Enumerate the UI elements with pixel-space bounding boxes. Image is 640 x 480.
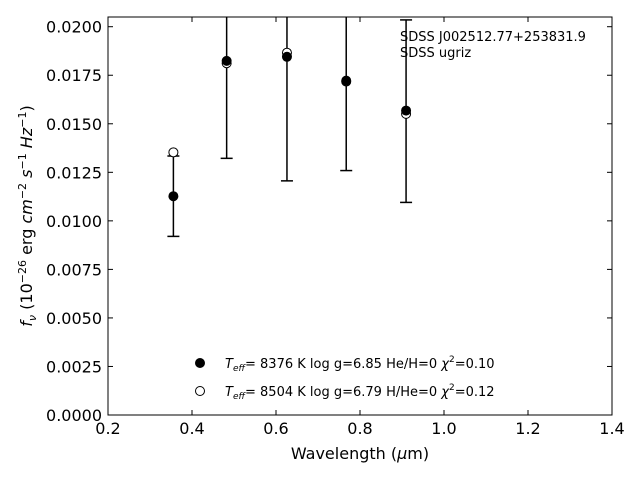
- y-tick-label: 0.0025: [46, 357, 102, 376]
- x-tick-label: 1.4: [599, 419, 624, 438]
- x-tick-label: 0.4: [179, 419, 204, 438]
- x-axis-label: Wavelength (μm): [291, 444, 429, 463]
- point-filled: [341, 75, 352, 86]
- legend-entry-2: Teff= 8504 K log g=6.79 H/He=0 χ2=0.12: [195, 383, 495, 402]
- point-filled: [221, 55, 232, 66]
- point-filled: [281, 51, 292, 62]
- y-axis-label: fν (10−26 erg cm−2 s−1 Hz−1): [16, 105, 39, 326]
- annotation-line-2: SDSS ugriz: [400, 46, 471, 61]
- legend-marker-open: [195, 386, 205, 396]
- legend: Teff= 8376 K log g=6.85 He/H=0 χ2=0.10 T…: [195, 355, 495, 402]
- y-tick-label: 0.0050: [46, 309, 102, 328]
- y-tick-label: 0.0000: [46, 406, 102, 425]
- x-tick-label: 0.8: [347, 419, 372, 438]
- annotation-line-1: SDSS J002512.77+253831.9: [400, 30, 586, 45]
- point-filled: [168, 191, 179, 202]
- legend-marker-filled: [195, 358, 205, 368]
- legend-label-1: Teff= 8376 K log g=6.85 He/H=0 χ2=0.10: [225, 355, 495, 374]
- legend-entry-1: Teff= 8376 K log g=6.85 He/H=0 χ2=0.10: [195, 355, 495, 374]
- x-tick-label: 1.0: [431, 419, 456, 438]
- y-tick-label: 0.0125: [46, 163, 102, 182]
- data-layer: [167, 17, 413, 238]
- y-tick-label: 0.0150: [46, 115, 102, 134]
- x-tick-label: 0.6: [263, 419, 288, 438]
- point-filled: [401, 105, 412, 116]
- axes-frame: [107, 16, 613, 416]
- y-tick-label: 0.0075: [46, 260, 102, 279]
- x-tick-label: 1.2: [515, 419, 540, 438]
- y-tick-label: 0.0200: [46, 18, 102, 37]
- point-open: [168, 147, 179, 158]
- y-tick-label: 0.0175: [46, 66, 102, 85]
- y-tick-label: 0.0100: [46, 212, 102, 231]
- x-tick-label: 0.2: [95, 419, 120, 438]
- plot-area: 0.2 0.4 0.6 0.8 1.0 1.2 1.4 0.0000 0.0025 0.0050 0…: [46, 16, 625, 438]
- legend-label-2: Teff= 8504 K log g=6.79 H/He=0 χ2=0.12: [225, 383, 495, 402]
